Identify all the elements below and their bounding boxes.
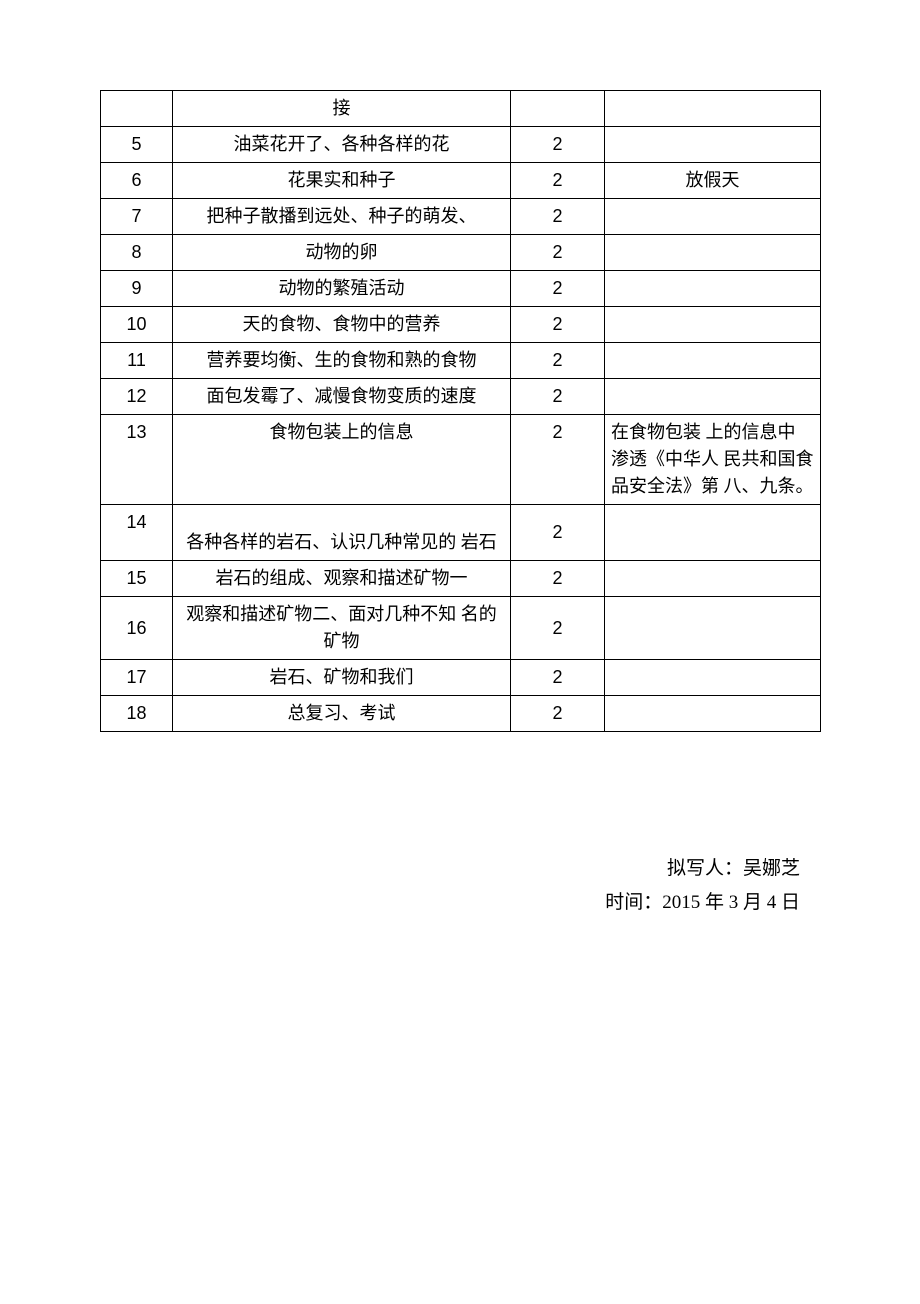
table-body: 接 5 油菜花开了、各种各样的花 2 6 花果实和种子 2 放假天 7 把种子散… (101, 91, 821, 732)
row-notes (605, 343, 821, 379)
row-notes (605, 91, 821, 127)
table-row: 接 (101, 91, 821, 127)
row-content: 接 (173, 91, 511, 127)
row-notes (605, 271, 821, 307)
row-hours (511, 91, 605, 127)
table-row: 15 岩石的组成、观察和描述矿物一 2 (101, 561, 821, 597)
row-notes (605, 379, 821, 415)
row-hours: 2 (511, 343, 605, 379)
document-footer: 拟写人：吴娜芝 时间：2015 年 3 月 4 日 (100, 852, 820, 920)
row-number: 18 (101, 696, 173, 732)
row-content: 总复习、考试 (173, 696, 511, 732)
row-hours: 2 (511, 307, 605, 343)
row-content: 天的食物、食物中的营养 (173, 307, 511, 343)
row-content: 岩石、矿物和我们 (173, 660, 511, 696)
row-number: 10 (101, 307, 173, 343)
row-hours: 2 (511, 561, 605, 597)
row-hours: 2 (511, 235, 605, 271)
table-row: 17 岩石、矿物和我们 2 (101, 660, 821, 696)
row-hours: 2 (511, 199, 605, 235)
row-hours: 2 (511, 163, 605, 199)
row-hours: 2 (511, 271, 605, 307)
row-content: 食物包装上的信息 (173, 415, 511, 505)
row-hours: 2 (511, 696, 605, 732)
table-row: 14 各种各样的岩石、认识几种常见的 岩石 2 (101, 505, 821, 561)
row-hours: 2 (511, 505, 605, 561)
row-notes (605, 696, 821, 732)
table-row: 13 食物包装上的信息 2 在食物包装 上的信息中 渗透《中华人 民共和国食 品… (101, 415, 821, 505)
row-notes: 放假天 (605, 163, 821, 199)
row-number: 11 (101, 343, 173, 379)
row-number: 9 (101, 271, 173, 307)
row-content: 面包发霉了、减慢食物变质的速度 (173, 379, 511, 415)
row-notes: 在食物包装 上的信息中 渗透《中华人 民共和国食 品安全法》第 八、九条。 (605, 415, 821, 505)
author-line: 拟写人：吴娜芝 (100, 852, 800, 886)
table-row: 8 动物的卵 2 (101, 235, 821, 271)
row-number: 12 (101, 379, 173, 415)
row-hours: 2 (511, 379, 605, 415)
table-row: 11 营养要均衡、生的食物和熟的食物 2 (101, 343, 821, 379)
row-content: 岩石的组成、观察和描述矿物一 (173, 561, 511, 597)
row-number: 14 (101, 505, 173, 561)
row-notes (605, 199, 821, 235)
row-number: 7 (101, 199, 173, 235)
row-number: 6 (101, 163, 173, 199)
row-notes (605, 660, 821, 696)
row-hours: 2 (511, 127, 605, 163)
table-row: 10 天的食物、食物中的营养 2 (101, 307, 821, 343)
table-row: 16 观察和描述矿物二、面对几种不知 名的矿物 2 (101, 597, 821, 660)
row-number (101, 91, 173, 127)
table-row: 12 面包发霉了、减慢食物变质的速度 2 (101, 379, 821, 415)
row-hours: 2 (511, 660, 605, 696)
row-content: 把种子散播到远处、种子的萌发、 (173, 199, 511, 235)
table-row: 6 花果实和种子 2 放假天 (101, 163, 821, 199)
row-number: 16 (101, 597, 173, 660)
row-content: 观察和描述矿物二、面对几种不知 名的矿物 (173, 597, 511, 660)
table-row: 7 把种子散播到远处、种子的萌发、 2 (101, 199, 821, 235)
row-content: 动物的卵 (173, 235, 511, 271)
row-number: 15 (101, 561, 173, 597)
table-row: 9 动物的繁殖活动 2 (101, 271, 821, 307)
row-hours: 2 (511, 597, 605, 660)
row-number: 13 (101, 415, 173, 505)
row-notes (605, 505, 821, 561)
row-number: 5 (101, 127, 173, 163)
date-line: 时间：2015 年 3 月 4 日 (100, 886, 800, 920)
row-notes (605, 561, 821, 597)
table-row: 5 油菜花开了、各种各样的花 2 (101, 127, 821, 163)
row-content: 营养要均衡、生的食物和熟的食物 (173, 343, 511, 379)
row-notes (605, 597, 821, 660)
row-notes (605, 127, 821, 163)
row-content: 各种各样的岩石、认识几种常见的 岩石 (173, 505, 511, 561)
row-notes (605, 235, 821, 271)
row-content: 油菜花开了、各种各样的花 (173, 127, 511, 163)
row-number: 8 (101, 235, 173, 271)
row-hours: 2 (511, 415, 605, 505)
row-content: 花果实和种子 (173, 163, 511, 199)
table-row: 18 总复习、考试 2 (101, 696, 821, 732)
row-notes (605, 307, 821, 343)
row-content: 动物的繁殖活动 (173, 271, 511, 307)
row-number: 17 (101, 660, 173, 696)
schedule-table: 接 5 油菜花开了、各种各样的花 2 6 花果实和种子 2 放假天 7 把种子散… (100, 90, 821, 732)
